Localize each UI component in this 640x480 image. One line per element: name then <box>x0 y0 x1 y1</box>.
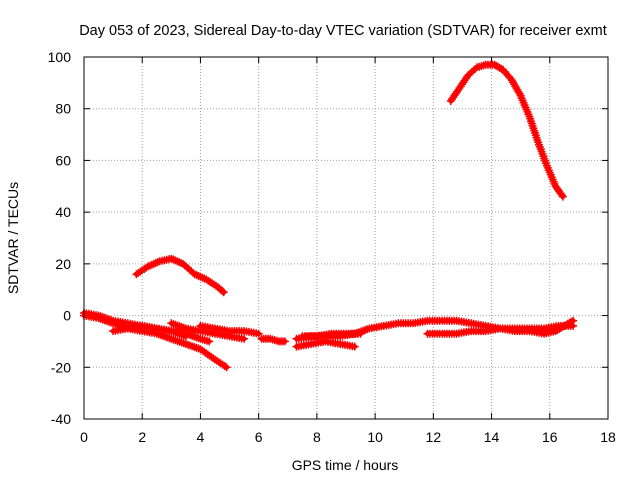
grid-lines <box>84 57 608 419</box>
x-tick-label: 12 <box>426 429 442 445</box>
y-tick-label: 0 <box>63 308 71 324</box>
chart-title: Day 053 of 2023, Sidereal Day-to-day VTE… <box>79 23 607 39</box>
series-track-7 <box>257 334 289 346</box>
x-tick-label: 0 <box>80 429 88 445</box>
x-tick-label: 10 <box>367 429 383 445</box>
y-tick-label: -20 <box>51 359 71 375</box>
x-tick-label: 18 <box>600 429 616 445</box>
y-tick-label: 40 <box>55 204 71 220</box>
y-tick-labels: -40 -20 0 20 40 60 80 100 <box>48 49 72 427</box>
series-markers <box>423 321 578 338</box>
series-markers <box>132 254 228 297</box>
y-tick-label: 100 <box>48 49 72 65</box>
data-series <box>80 60 578 372</box>
series-track-5 <box>167 319 249 343</box>
series-track-10 <box>298 329 365 341</box>
y-tick-label: 80 <box>55 101 71 117</box>
series-track-11 <box>423 321 578 338</box>
series-track-12 <box>446 60 567 201</box>
x-tick-label: 4 <box>197 429 205 445</box>
x-tick-label: 8 <box>313 429 321 445</box>
y-tick-label: -40 <box>51 411 71 427</box>
series-markers <box>298 329 365 341</box>
series-track-4 <box>132 254 228 297</box>
x-tick-labels: 0 2 4 6 8 10 12 14 16 18 <box>80 429 616 445</box>
y-tick-label: 60 <box>55 152 71 168</box>
series-markers <box>196 321 263 338</box>
series-markers <box>446 60 567 201</box>
x-axis-label: GPS time / hours <box>292 457 399 473</box>
series-track-3 <box>109 321 190 341</box>
plot-frame <box>83 56 609 420</box>
x-tick-label: 6 <box>255 429 263 445</box>
series-markers <box>167 319 249 343</box>
series-markers <box>109 321 190 341</box>
x-tick-label: 14 <box>484 429 500 445</box>
series-track-8 <box>292 337 359 351</box>
series-trace <box>448 62 566 200</box>
y-tick-label: 20 <box>55 256 71 272</box>
x-tick-label: 16 <box>542 429 558 445</box>
series-track-6 <box>196 321 263 338</box>
x-tick-label: 2 <box>138 429 146 445</box>
series-markers <box>257 334 289 346</box>
y-axis-label: SDTVAR / TECUs <box>5 182 21 294</box>
series-markers <box>292 337 359 351</box>
